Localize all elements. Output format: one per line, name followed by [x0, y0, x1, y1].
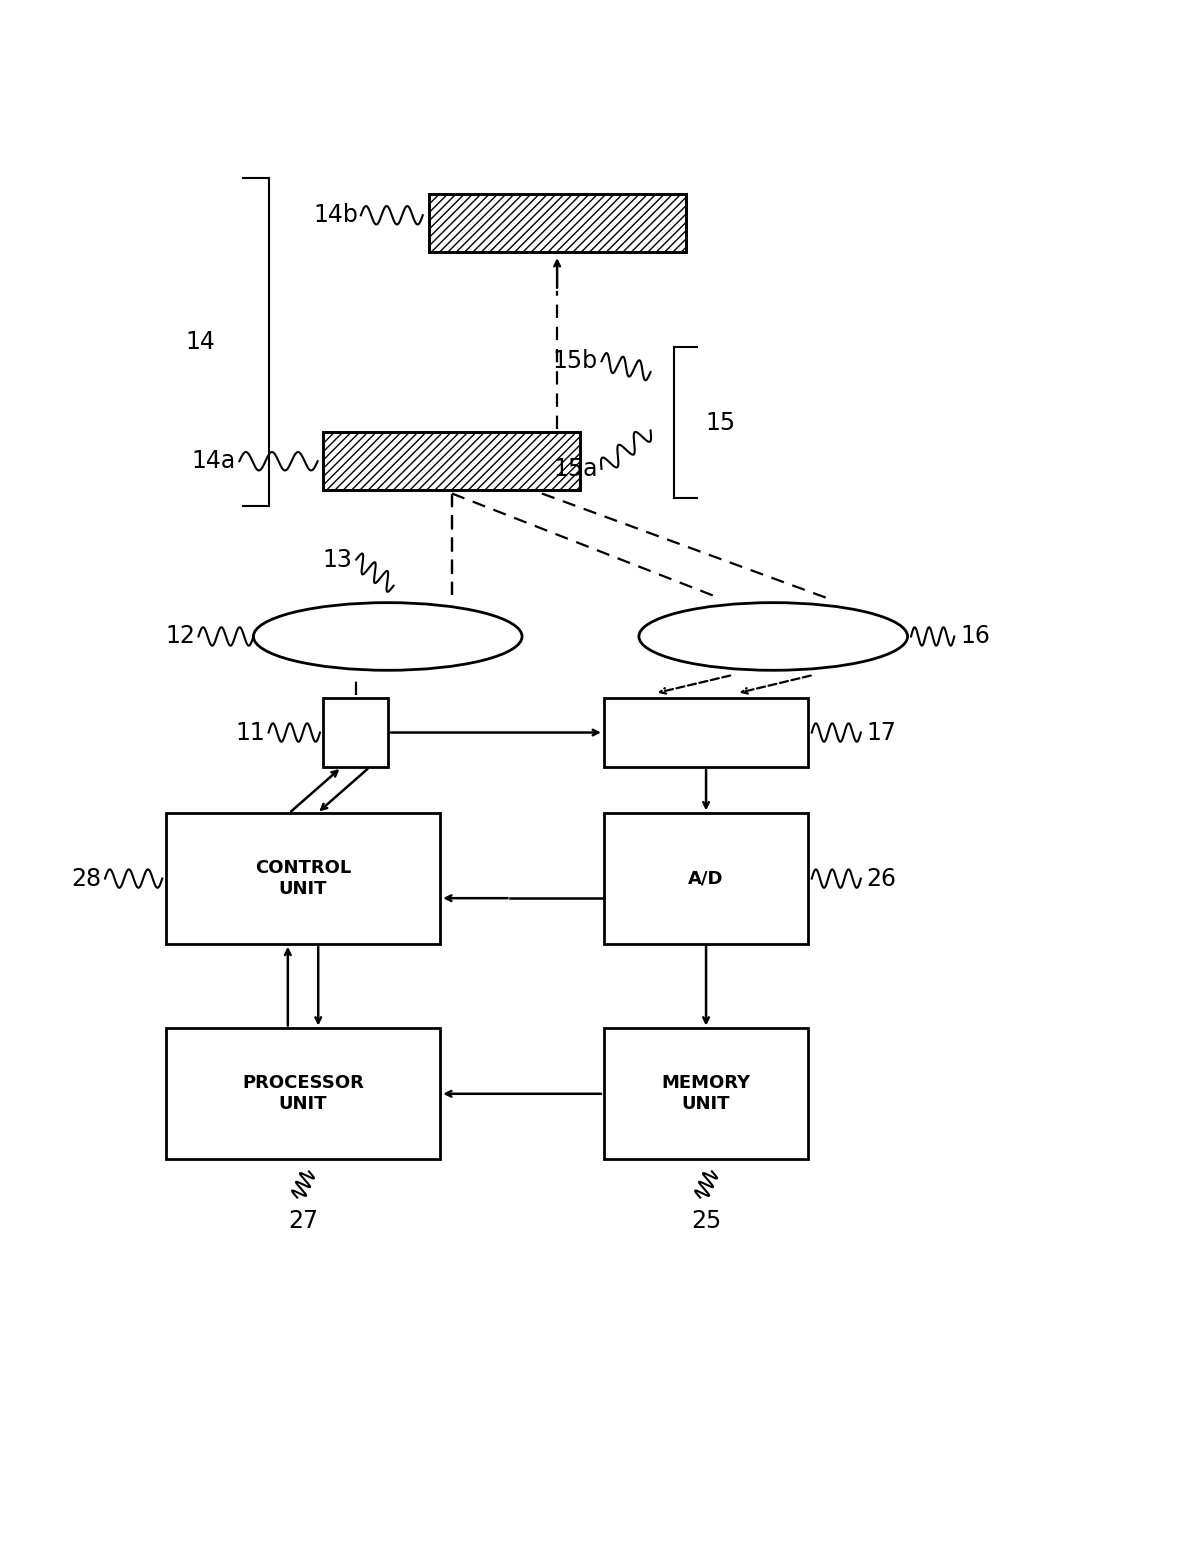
- Text: CONTROL
UNIT: CONTROL UNIT: [255, 859, 352, 898]
- Text: 27: 27: [288, 1208, 318, 1233]
- Ellipse shape: [639, 603, 908, 670]
- Text: 14: 14: [185, 330, 215, 354]
- Text: 15: 15: [706, 410, 736, 435]
- Bar: [166, 814, 440, 944]
- Bar: [604, 698, 808, 767]
- Text: 12: 12: [165, 624, 195, 648]
- Text: 14a: 14a: [191, 449, 236, 473]
- Text: 15b: 15b: [553, 349, 598, 374]
- Text: 13: 13: [323, 548, 353, 571]
- Text: 16: 16: [960, 624, 990, 648]
- Bar: [604, 814, 808, 944]
- Bar: [323, 432, 580, 490]
- Text: A/D: A/D: [689, 870, 724, 887]
- Bar: [166, 1028, 440, 1160]
- Text: 17: 17: [867, 720, 897, 745]
- Text: 28: 28: [72, 867, 102, 890]
- Text: PROCESSOR
UNIT: PROCESSOR UNIT: [242, 1075, 364, 1113]
- Bar: [323, 698, 388, 767]
- Text: 25: 25: [691, 1208, 721, 1233]
- Bar: [323, 432, 580, 490]
- Ellipse shape: [254, 603, 523, 670]
- Text: 14b: 14b: [313, 203, 359, 227]
- Text: 15a: 15a: [554, 457, 598, 480]
- Bar: [428, 194, 685, 252]
- Bar: [428, 194, 685, 252]
- Text: MEMORY
UNIT: MEMORY UNIT: [661, 1075, 751, 1113]
- Bar: [604, 1028, 808, 1160]
- Text: 26: 26: [867, 867, 897, 890]
- Text: 11: 11: [236, 720, 266, 745]
